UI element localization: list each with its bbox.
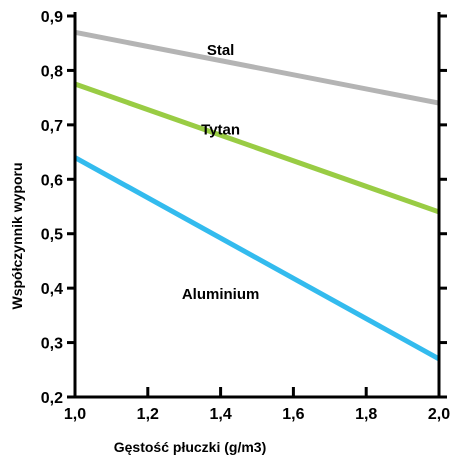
x-tick-label: 1,4 [209,406,231,423]
x-tick-label: 1,6 [282,406,304,423]
series-layer [73,29,441,362]
y-tick-label: 0,7 [41,118,63,135]
series-line-tytan [74,81,440,215]
series-label-tytan: Tytan [201,122,240,139]
y-tick-label: 0,6 [41,172,63,189]
ticks-layer: 0,2 0,3 0,4 0,5 0,6 0,7 0,8 0,9 1,0 1,2 1,4 1,6 1,8 2… [41,9,450,423]
y-tick-label: 0,3 [41,336,63,353]
labels-layer: Stal Tytan Aluminium [182,42,260,303]
axes-layer [73,12,441,399]
x-tick-label: 1,2 [137,406,159,423]
series-line-aluminium [73,155,441,362]
x-tick-label: 1,0 [64,406,86,423]
x-tick-label: 1,8 [355,406,377,423]
y-tick-label: 0,8 [41,63,63,80]
series-line-stal [74,29,440,106]
y-tick-label: 0,4 [41,281,63,298]
y-tick-label: 0,2 [41,390,63,407]
x-tick-label: 2,0 [428,406,450,423]
y-tick-label: 0,9 [41,9,63,26]
y-tick-label: 0,5 [41,227,63,244]
series-label-aluminium: Aluminium [182,286,260,303]
y-axis-title: Współczynnik wyporu [9,162,25,309]
x-axis-title: Gęstość płuczki (g/m3) [114,439,266,455]
series-label-stal: Stal [207,42,235,59]
